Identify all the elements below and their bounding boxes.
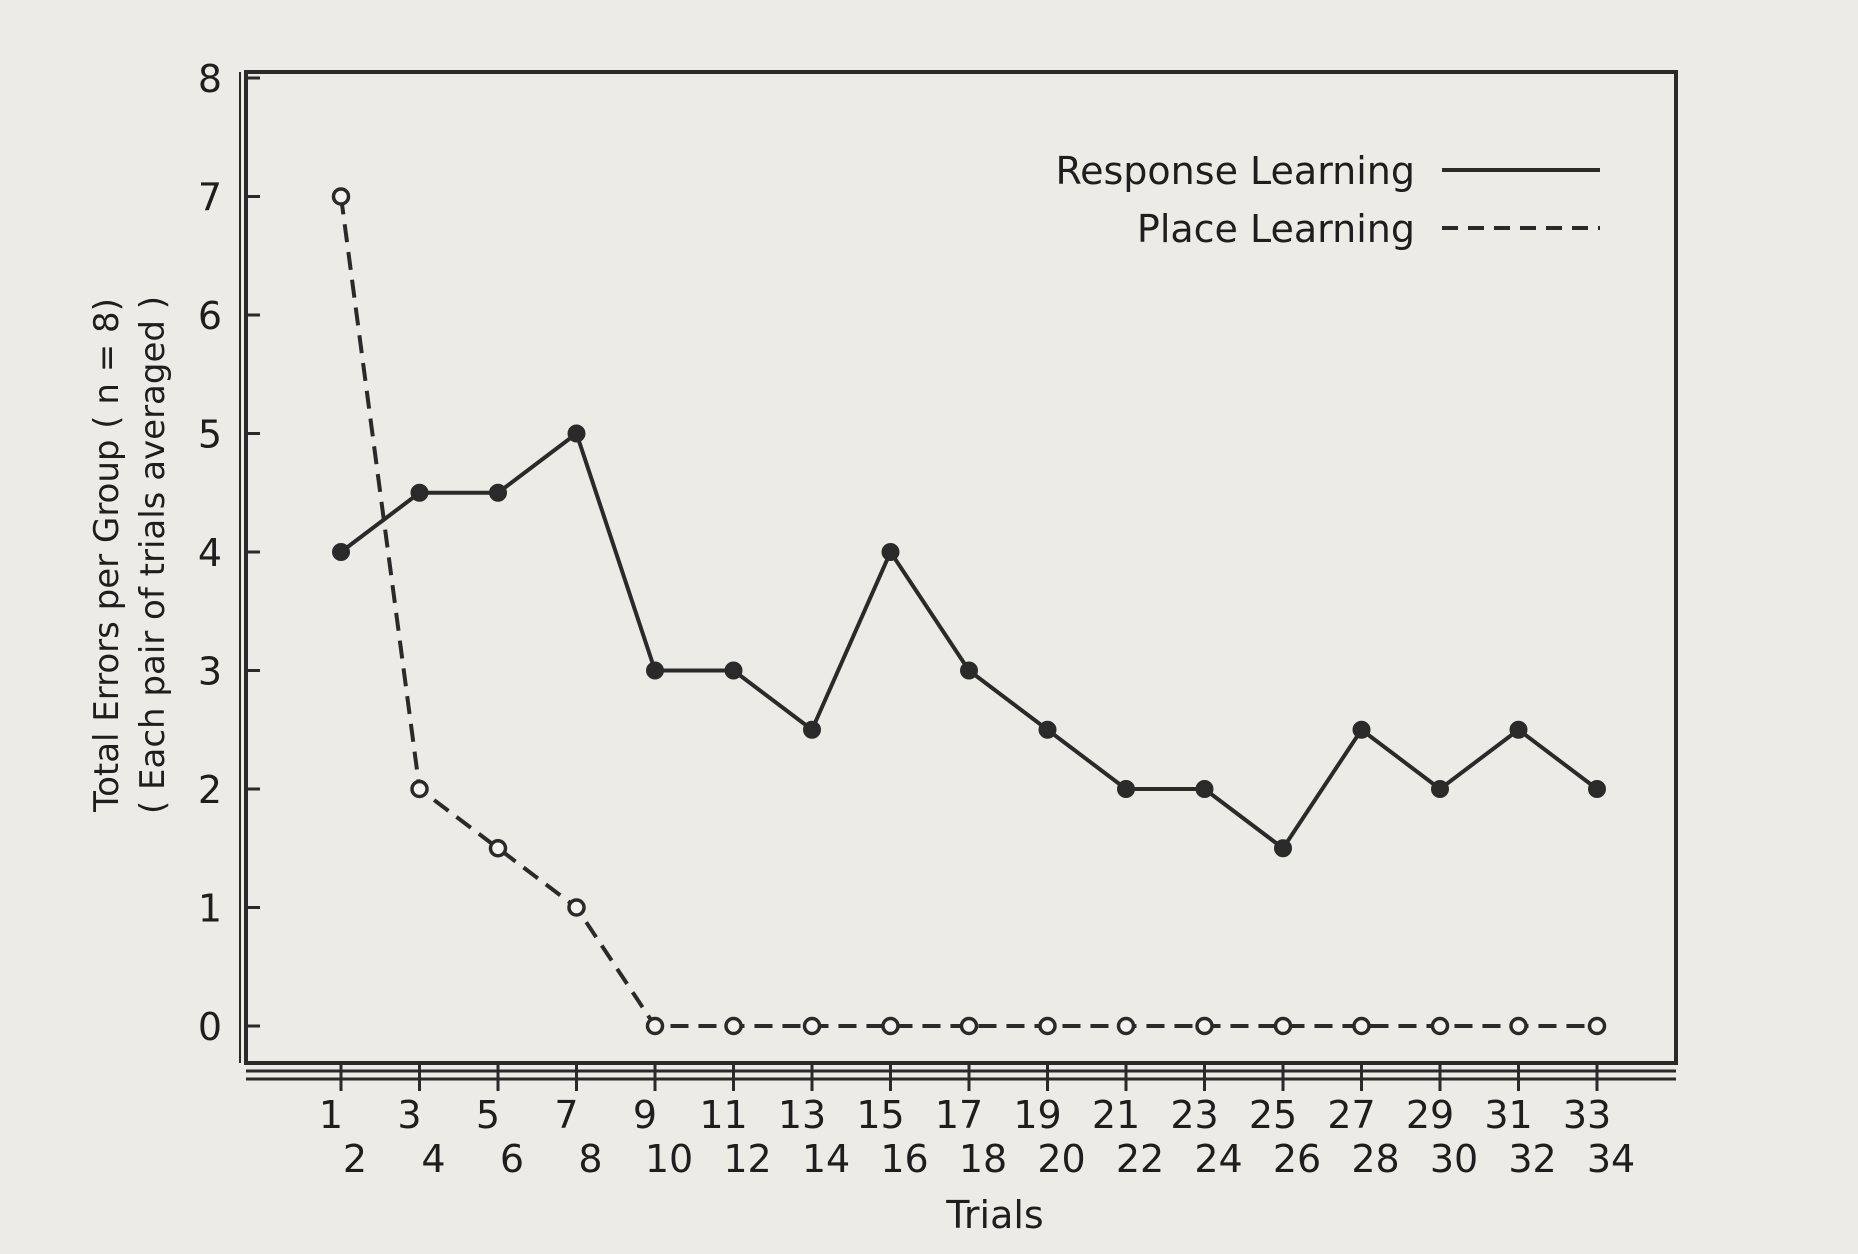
data-point-response-learning-15 — [1509, 720, 1528, 739]
x-tick-label-bottom-10: 10 — [645, 1137, 693, 1181]
x-axis-ticks: 1234567891011121314151617181920212223242… — [319, 1065, 1635, 1181]
x-axis-title: Trials — [945, 1193, 1043, 1237]
x-tick-label-bottom-24: 24 — [1194, 1137, 1242, 1181]
data-point-response-learning-6 — [803, 720, 821, 739]
data-point-response-learning-5 — [724, 661, 743, 680]
data-point-response-learning-16 — [1588, 780, 1606, 798]
data-point-place-learning-11 — [1195, 1016, 1214, 1036]
y-tick-label-4: 4 — [198, 531, 222, 575]
y-tick-label-8: 8 — [198, 57, 222, 101]
x-tick-label-bottom-16: 16 — [880, 1137, 928, 1181]
data-point-place-learning-15 — [1509, 1016, 1528, 1036]
data-point-place-learning-12 — [1273, 1016, 1293, 1036]
x-tick-label-top-25: 25 — [1249, 1093, 1297, 1137]
y-tick-label-7: 7 — [198, 176, 222, 220]
x-tick-label-top-23: 23 — [1170, 1093, 1218, 1137]
x-tick-label-bottom-30: 30 — [1430, 1137, 1478, 1181]
x-tick-label-bottom-2: 2 — [343, 1137, 367, 1181]
data-point-response-learning-11 — [1195, 780, 1214, 798]
data-point-place-learning-9 — [1038, 1016, 1057, 1036]
data-point-place-learning-5 — [724, 1016, 743, 1036]
x-tick-label-bottom-12: 12 — [723, 1137, 771, 1181]
x-tick-label-bottom-6: 6 — [500, 1137, 524, 1181]
data-point-response-learning-12 — [1274, 839, 1292, 858]
x-tick-label-top-21: 21 — [1092, 1093, 1140, 1137]
y-axis-title-line1: Total Errors per Group ( n = 8) — [87, 298, 127, 813]
data-point-place-learning-10 — [1116, 1016, 1136, 1036]
data-point-place-learning-14 — [1430, 1016, 1450, 1036]
x-tick-label-top-9: 9 — [633, 1093, 657, 1137]
data-point-place-learning-8 — [959, 1016, 979, 1036]
x-tick-label-bottom-14: 14 — [802, 1137, 850, 1181]
x-tick-label-bottom-4: 4 — [421, 1137, 445, 1181]
x-tick-label-top-33: 33 — [1563, 1093, 1611, 1137]
x-tick-label-bottom-28: 28 — [1351, 1137, 1399, 1181]
x-tick-label-top-29: 29 — [1406, 1093, 1454, 1137]
y-tick-label-5: 5 — [198, 413, 222, 457]
x-tick-label-top-31: 31 — [1484, 1093, 1532, 1137]
y-tick-label-0: 0 — [198, 1005, 222, 1049]
y-tick-label-3: 3 — [198, 650, 222, 694]
x-tick-label-top-15: 15 — [856, 1093, 904, 1137]
data-point-response-learning-13 — [1352, 720, 1371, 739]
data-point-response-learning-9 — [1038, 720, 1057, 739]
x-tick-label-bottom-26: 26 — [1273, 1137, 1321, 1181]
data-point-place-learning-7 — [881, 1016, 900, 1036]
data-point-place-learning-3 — [567, 898, 586, 917]
x-tick-label-top-3: 3 — [397, 1093, 421, 1137]
data-point-place-learning-1 — [410, 779, 429, 799]
x-tick-label-top-5: 5 — [476, 1093, 500, 1137]
x-tick-label-bottom-20: 20 — [1037, 1137, 1085, 1181]
y-axis-ticks: 0 1 2 3 4 5 6 7 8 — [198, 57, 260, 1049]
data-point-place-learning-16 — [1587, 1016, 1607, 1036]
data-point-place-learning-4 — [645, 1016, 665, 1036]
data-point-response-learning-10 — [1117, 780, 1135, 798]
data-point-response-learning-1 — [410, 483, 429, 502]
y-tick-label-6: 6 — [198, 294, 222, 338]
data-point-response-learning-14 — [1431, 780, 1449, 798]
data-point-response-learning-4 — [646, 661, 664, 680]
data-point-response-learning-2 — [489, 483, 507, 502]
y-axis-title: Total Errors per Group ( n = 8) ( Each p… — [87, 296, 173, 814]
data-point-response-learning-7 — [881, 543, 900, 561]
x-tick-label-top-27: 27 — [1327, 1093, 1375, 1137]
chart-legend: Response Learning Place Learning — [1055, 149, 1600, 251]
y-axis-title-line2: ( Each pair of trials averaged ) — [133, 296, 173, 814]
series-line-place-learning — [339, 196, 1597, 1028]
data-point-place-learning-0 — [331, 187, 351, 206]
x-tick-label-top-7: 7 — [554, 1093, 578, 1137]
legend-label-place: Place Learning — [1137, 207, 1415, 251]
x-tick-label-top-1: 1 — [319, 1093, 343, 1137]
series-line-response-learning — [339, 431, 1599, 851]
data-point-response-learning-8 — [960, 661, 978, 680]
x-tick-label-bottom-18: 18 — [959, 1137, 1007, 1181]
plot-frame — [244, 70, 1678, 1065]
data-point-response-learning-0 — [332, 543, 350, 561]
data-point-place-learning-2 — [488, 839, 508, 858]
x-tick-label-top-17: 17 — [935, 1093, 983, 1137]
data-point-place-learning-6 — [802, 1016, 822, 1036]
x-tick-label-bottom-8: 8 — [578, 1137, 602, 1181]
y-tick-label-2: 2 — [198, 768, 222, 812]
x-tick-label-top-13: 13 — [778, 1093, 826, 1137]
chart-axes — [239, 70, 1678, 1081]
data-point-response-learning-3 — [567, 424, 586, 443]
x-tick-label-bottom-34: 34 — [1587, 1137, 1635, 1181]
y-tick-label-1: 1 — [198, 887, 222, 931]
data-point-place-learning-13 — [1352, 1016, 1371, 1036]
legend-label-response: Response Learning — [1055, 149, 1415, 193]
x-tick-label-top-11: 11 — [699, 1093, 747, 1137]
chart-series — [331, 187, 1607, 1036]
x-tick-label-top-19: 19 — [1013, 1093, 1061, 1137]
x-tick-label-bottom-22: 22 — [1116, 1137, 1164, 1181]
x-tick-label-bottom-32: 32 — [1508, 1137, 1556, 1181]
